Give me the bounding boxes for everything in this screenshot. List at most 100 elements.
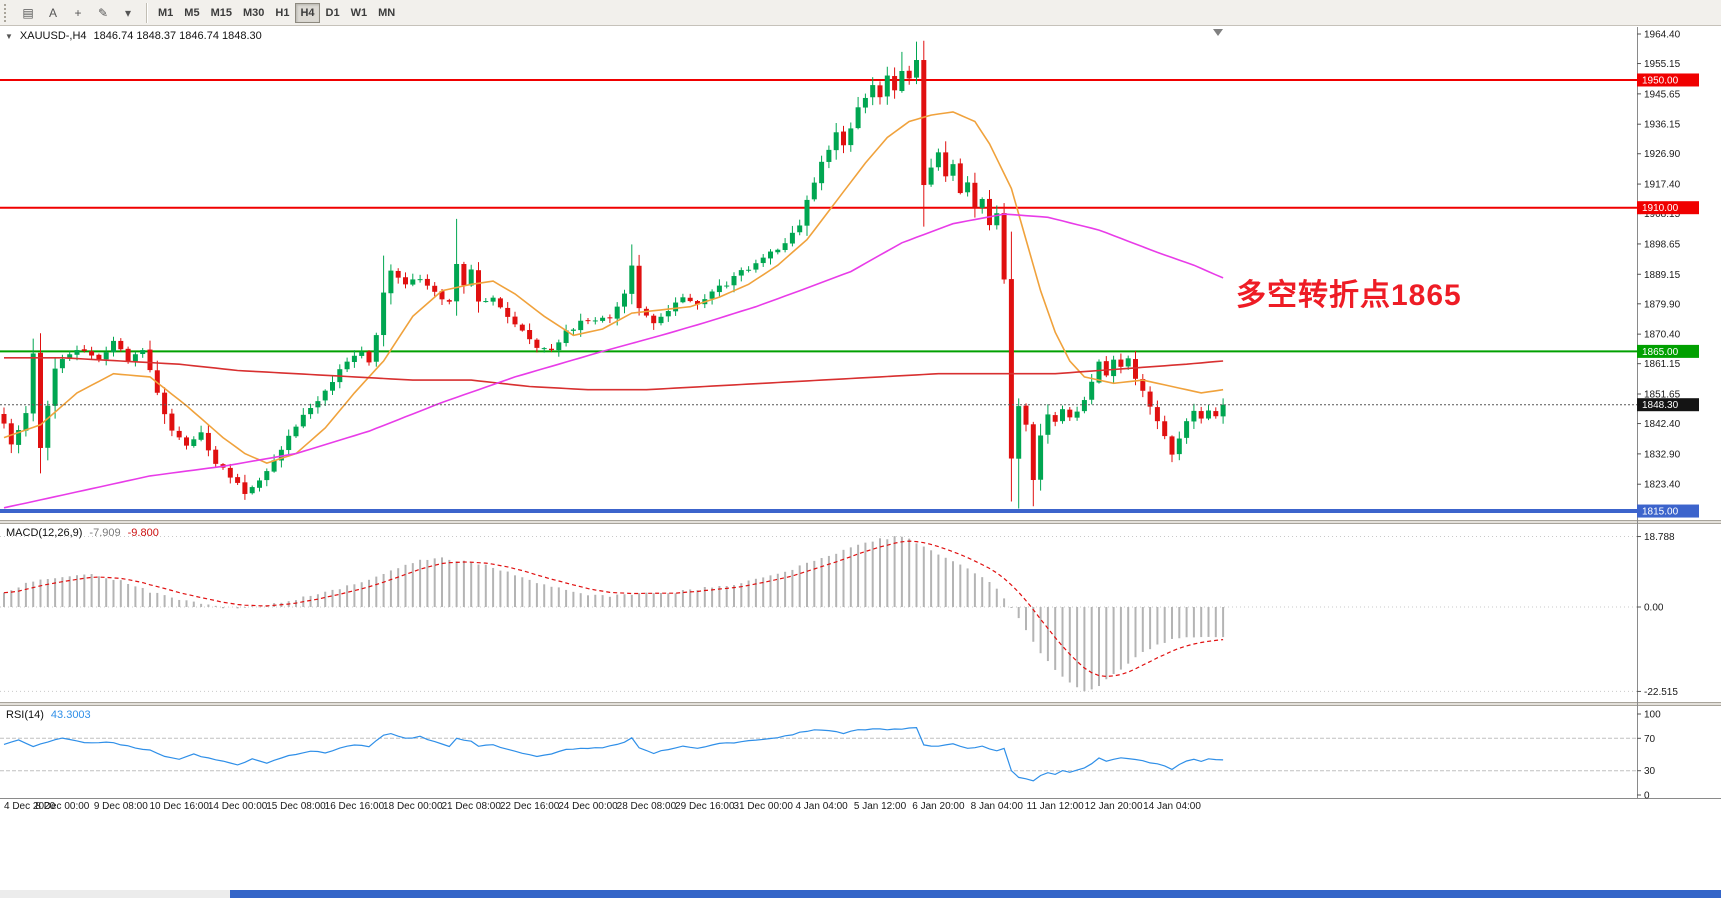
candle-body (81, 349, 87, 351)
time-axis-label: 22 Dec 16:00 (500, 801, 560, 812)
candle-body (943, 152, 949, 177)
candle-body (330, 382, 335, 391)
candle-body (169, 413, 175, 431)
rsi-value: 43.3003 (50, 709, 91, 721)
candle-body (74, 350, 80, 355)
cursor-tool-icon[interactable]: A (48, 5, 57, 20)
candle-body (322, 390, 328, 401)
chart-canvas[interactable]: 1964.40 1955.15 1945.65 1936.15 1926.90 1917.… (0, 27, 1721, 898)
candle-body (454, 263, 460, 302)
candle-body (570, 329, 576, 331)
macd-axis-label: -22.515 (1644, 687, 1678, 698)
candle-body (1206, 410, 1211, 419)
candle-body (461, 264, 467, 286)
panel-splitter[interactable] (0, 520, 1721, 524)
price-axis-label: 1945.65 (1644, 89, 1681, 100)
candle-body (563, 330, 569, 344)
candle-body (1118, 359, 1124, 367)
candle-body (877, 85, 883, 98)
candle-body (446, 300, 452, 302)
time-axis-label: 12 Jan 20:00 (1085, 801, 1143, 812)
time-axis-label: 14 Dec 00:00 (208, 801, 268, 812)
price-axis-label: 1832.90 (1644, 449, 1681, 460)
candle-body (870, 85, 876, 98)
draw-tools-icon[interactable]: ✎ (97, 5, 109, 20)
dropdown-chevron-icon[interactable]: ▾ (124, 5, 132, 20)
candle-body (235, 477, 241, 483)
candle-body (906, 70, 912, 79)
candle-body (1162, 421, 1168, 437)
candle-body (789, 232, 795, 244)
symbol-dropdown-icon[interactable]: ▼ (5, 31, 13, 41)
candle-body (111, 340, 116, 353)
candle-body (198, 432, 204, 440)
chart-annotation[interactable]: 多空转折点1865 (1236, 279, 1462, 312)
timeframe-button-m1[interactable]: M1 (158, 6, 174, 19)
timeframe-group: M1 M5 M15 M30 H1 H4 D1 W1 MN (153, 2, 400, 23)
price-axis-label: 1955.15 (1644, 59, 1681, 70)
timeframe-button-m15[interactable]: M15 (210, 6, 232, 19)
time-axis-label: 8 Dec 00:00 (35, 801, 89, 812)
panel-splitter[interactable] (0, 702, 1721, 706)
candle-body (38, 352, 43, 448)
candle-body (578, 320, 584, 331)
crosshair-tool-icon[interactable]: + (74, 5, 82, 20)
candle-body (96, 354, 102, 360)
price-tag-label: 1815.00 (1642, 507, 1679, 518)
rsi-axis-label: 70 (1644, 734, 1656, 745)
candle-body (1060, 409, 1065, 422)
chart-ohlc-values: 1846.74 1848.37 1846.74 1848.30 (93, 30, 262, 42)
timeframe-button-m30[interactable]: M30 (242, 6, 265, 19)
candle-body (1133, 359, 1138, 379)
candle-body (738, 270, 744, 276)
candle-body (833, 132, 839, 151)
candle-body (629, 265, 635, 294)
candle-body (497, 298, 503, 308)
time-axis-label: 4 Dec 2020 (4, 801, 56, 812)
candle-body (848, 128, 854, 146)
ma-mid-red (4, 356, 1224, 391)
time-axis-label: 28 Dec 08:00 (617, 801, 677, 812)
time-axis-label: 29 Dec 16:00 (675, 801, 735, 812)
time-axis-label: 10 Dec 16:00 (149, 801, 209, 812)
candle-body (592, 320, 598, 322)
price-axis-label: 1889.15 (1644, 270, 1681, 281)
time-axis-label: 24 Dec 00:00 (558, 801, 618, 812)
time-axis-label: 11 Jan 12:00 (1027, 801, 1085, 812)
timeframe-button-h1[interactable]: H1 (275, 6, 290, 19)
candle-body (8, 423, 14, 445)
candle-body (1176, 438, 1182, 455)
candle-body (1016, 406, 1022, 459)
toolbar-grip[interactable] (4, 3, 11, 22)
price-axis-label: 1964.40 (1644, 30, 1681, 41)
bar-chart-icon[interactable]: ▤ (22, 5, 34, 20)
candle-body (205, 432, 211, 451)
chart-shift-marker[interactable] (1213, 29, 1223, 36)
candle-body (549, 348, 554, 351)
macd-name: MACD(12,26,9) (6, 527, 83, 539)
price-axis-label: 1936.15 (1644, 120, 1681, 131)
timeframe-button-h4[interactable]: H4 (295, 2, 320, 23)
chart-symbol-label: XAUUSD-,H4 (19, 30, 87, 42)
candle-body (89, 351, 95, 356)
rsi-axis-label: 100 (1644, 710, 1661, 721)
candle-body (673, 302, 679, 312)
candle-body (308, 408, 314, 415)
candle-body (1096, 361, 1102, 383)
candle-body (1001, 213, 1007, 280)
candle-body (140, 350, 146, 355)
candle-body (731, 276, 737, 286)
chart-workspace: 1964.40 1955.15 1945.65 1936.15 1926.90 1917.… (0, 27, 1721, 898)
candle-body (388, 270, 394, 294)
candle-body (271, 460, 277, 472)
candle-body (819, 161, 825, 184)
timeframe-button-d1[interactable]: D1 (325, 6, 340, 19)
timeframe-button-mn[interactable]: MN (378, 6, 396, 19)
candle-body (1184, 421, 1190, 438)
candle-body (505, 307, 511, 317)
candle-body (534, 339, 540, 348)
timeframe-button-w1[interactable]: W1 (350, 6, 368, 19)
candle-body (424, 278, 430, 286)
candle-body (125, 348, 131, 362)
timeframe-button-m5[interactable]: M5 (184, 6, 200, 19)
